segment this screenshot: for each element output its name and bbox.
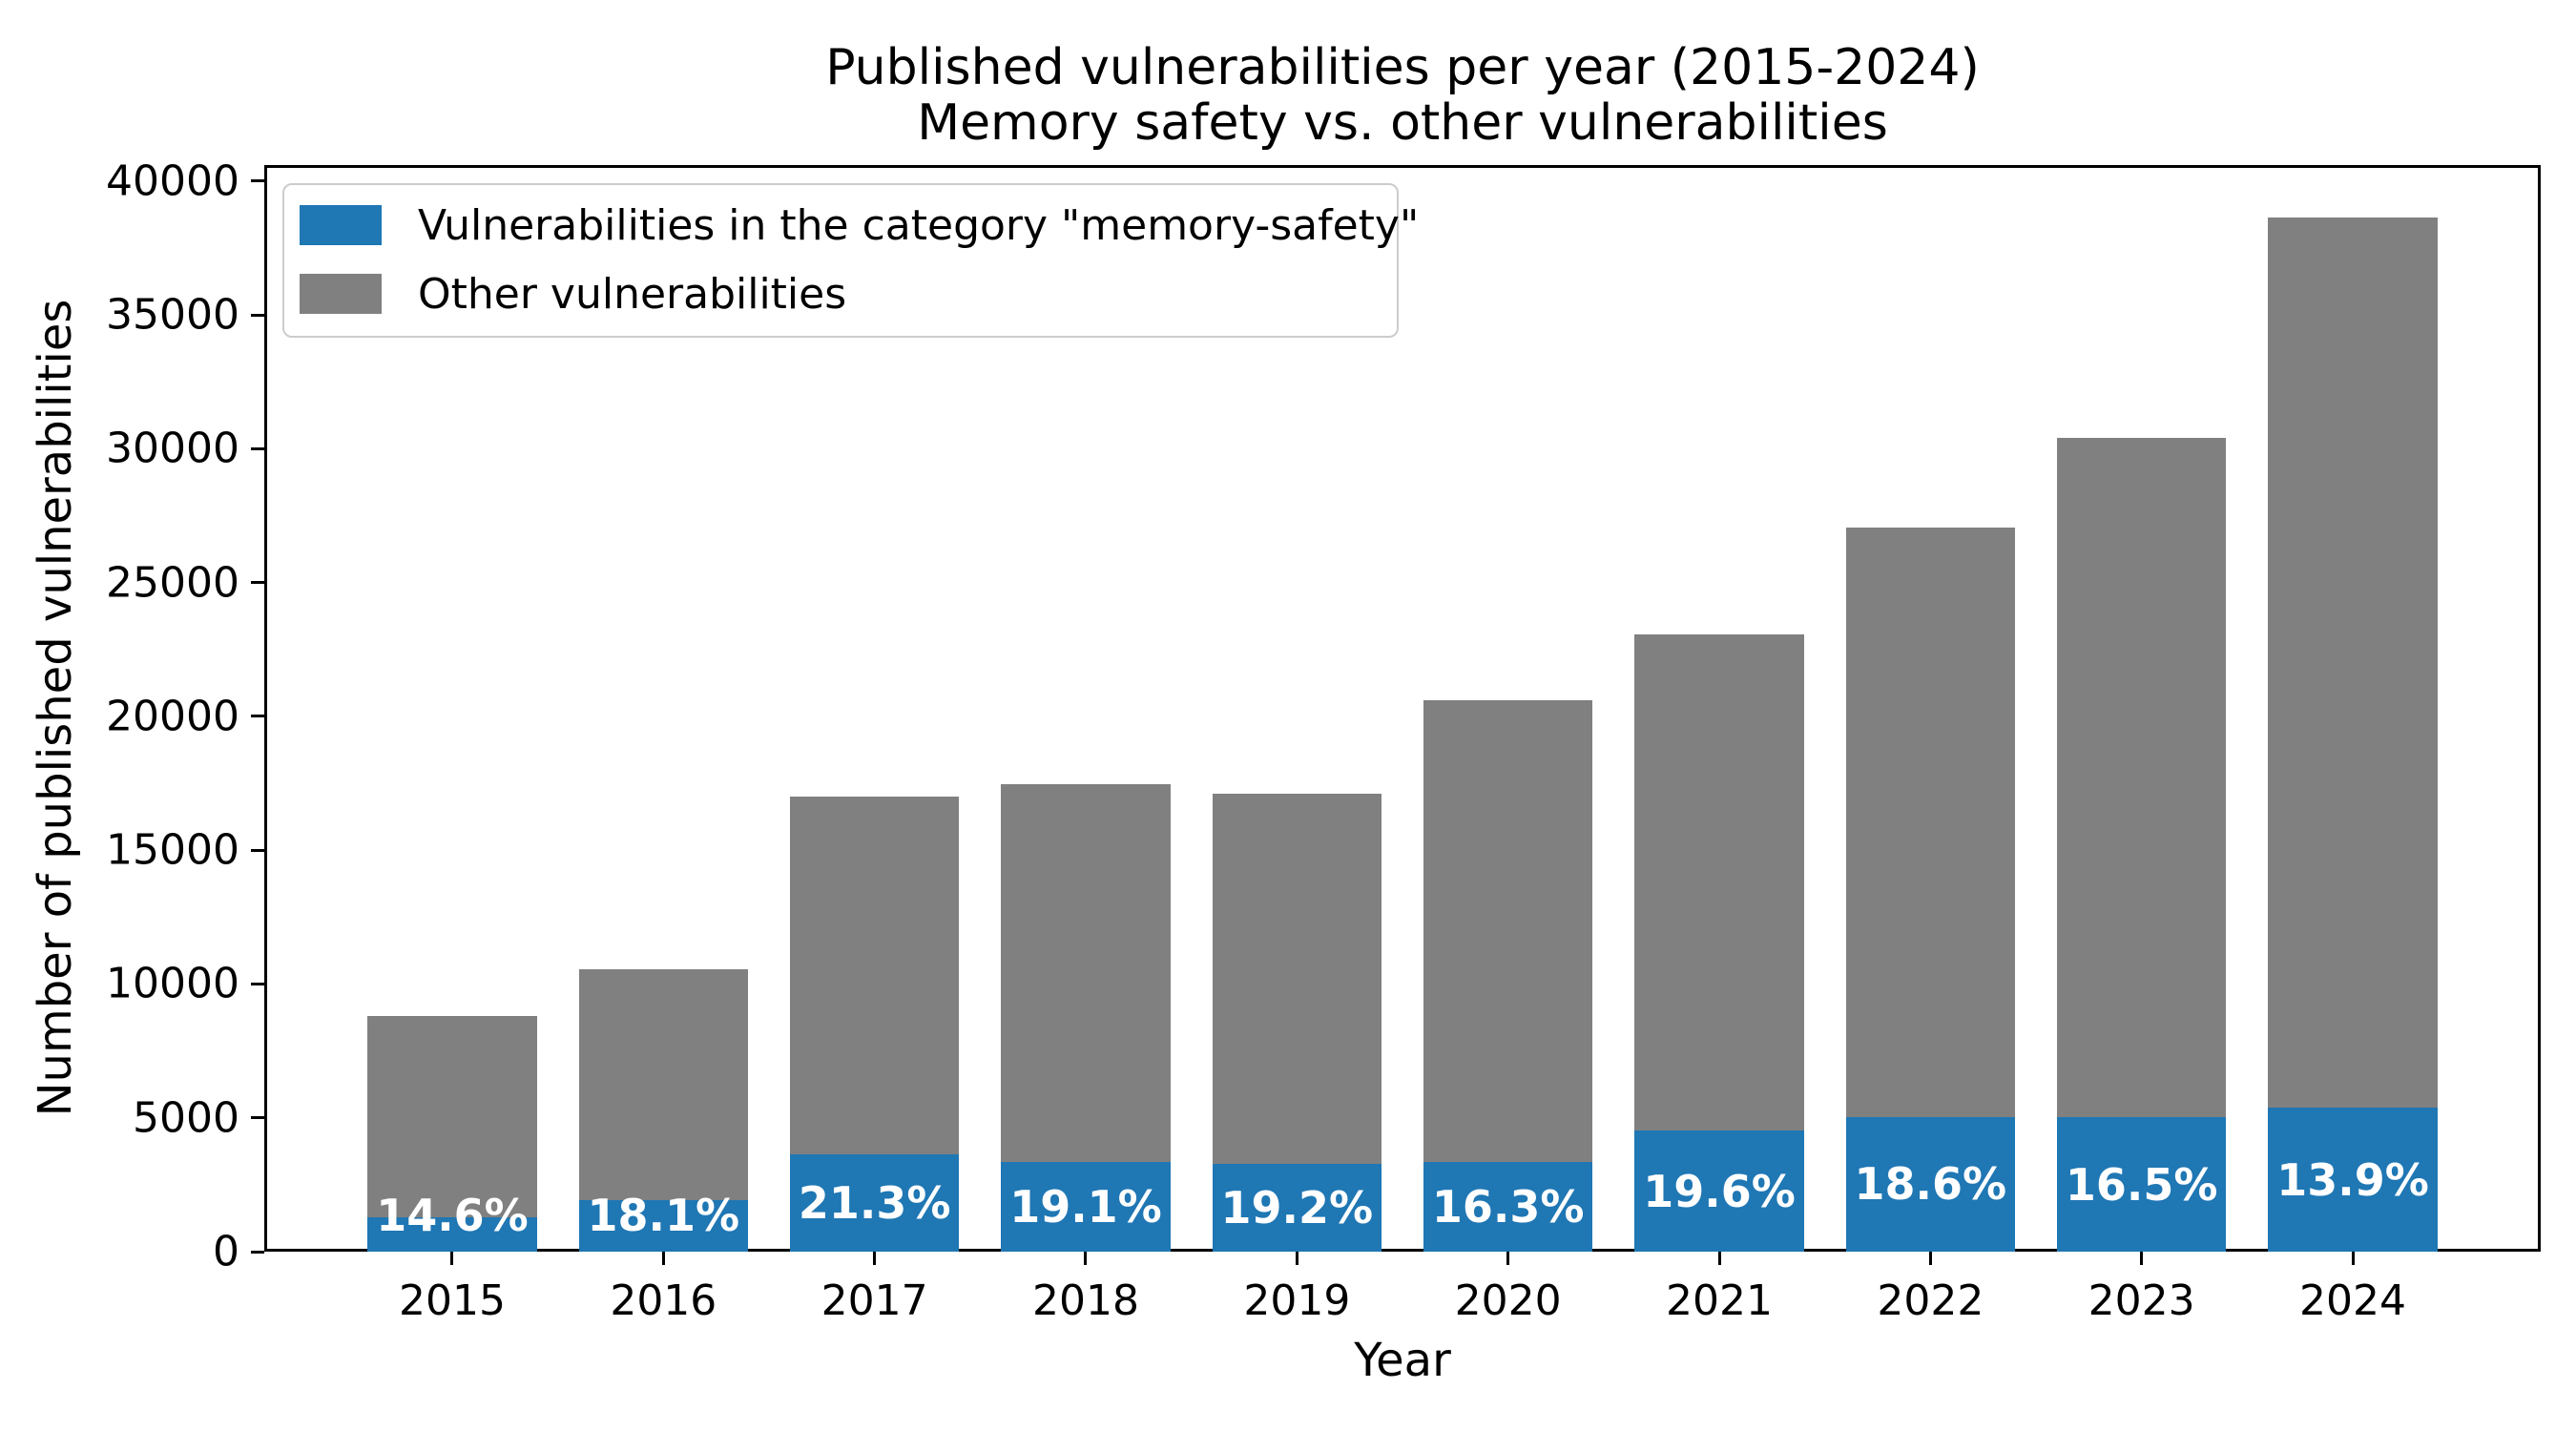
y-tick-label-30000: 30000 xyxy=(106,424,239,473)
bar-other-2022 xyxy=(1845,528,2015,1117)
bar-other-2021 xyxy=(1634,634,1804,1131)
legend-swatch-memory-safety xyxy=(300,205,382,245)
bar-percent-label-2020: 16.3% xyxy=(1431,1180,1585,1233)
bar-percent-label-2024: 13.9% xyxy=(2276,1153,2429,1206)
bar-memory-safety-2016 xyxy=(578,1200,748,1252)
x-tick-label-2022: 2022 xyxy=(1877,1276,1984,1325)
bar-percent-label-2018: 19.1% xyxy=(1009,1181,1162,1234)
bar-percent-label-2019: 19.2% xyxy=(1220,1181,1374,1234)
chart-title-line2: Memory safety vs. other vulnerabilities xyxy=(917,94,1888,152)
x-tick-2018 xyxy=(1084,1252,1088,1265)
x-tick-label-2016: 2016 xyxy=(610,1276,717,1325)
bar-percent-label-2016: 18.1% xyxy=(587,1190,740,1241)
x-tick-2017 xyxy=(873,1252,877,1265)
bar-memory-safety-2018 xyxy=(1001,1162,1171,1252)
y-tick-20000 xyxy=(251,715,264,718)
bar-memory-safety-2019 xyxy=(1212,1163,1381,1252)
bar-percent-label-2015: 14.6% xyxy=(376,1190,529,1241)
bar-other-2020 xyxy=(1423,700,1593,1162)
bar-memory-safety-2022 xyxy=(1845,1116,2015,1252)
x-tick-2024 xyxy=(2351,1252,2355,1265)
bar-other-2019 xyxy=(1212,794,1381,1164)
bar-other-2017 xyxy=(790,797,960,1155)
x-tick-label-2017: 2017 xyxy=(821,1276,928,1325)
y-tick-30000 xyxy=(251,446,264,450)
y-tick-label-25000: 25000 xyxy=(106,558,239,608)
x-tick-2021 xyxy=(1717,1252,1721,1265)
bar-memory-safety-2021 xyxy=(1634,1130,1804,1252)
legend-item-other: Other vulnerabilities xyxy=(300,265,846,322)
legend-label-other: Other vulnerabilities xyxy=(418,269,847,319)
x-tick-label-2019: 2019 xyxy=(1243,1276,1351,1325)
x-tick-2023 xyxy=(2140,1252,2144,1265)
y-tick-label-15000: 15000 xyxy=(106,825,239,875)
legend-box: Vulnerabilities in the category "memory-… xyxy=(282,183,1419,338)
x-tick-label-2024: 2024 xyxy=(2299,1276,2406,1325)
y-tick-10000 xyxy=(251,982,264,985)
bar-percent-label-2023: 16.5% xyxy=(2065,1158,2218,1211)
legend-label-memory-safety: Vulnerabilities in the category "memory-… xyxy=(418,200,1420,250)
y-tick-40000 xyxy=(251,179,264,183)
x-tick-2019 xyxy=(1295,1252,1298,1265)
y-tick-label-20000: 20000 xyxy=(106,692,239,741)
bar-memory-safety-2024 xyxy=(2268,1108,2438,1252)
x-tick-2015 xyxy=(450,1252,454,1265)
bar-percent-label-2017: 21.3% xyxy=(798,1177,951,1230)
bar-other-2018 xyxy=(1001,784,1171,1163)
y-tick-25000 xyxy=(251,581,264,585)
bar-memory-safety-2015 xyxy=(367,1216,537,1252)
bar-other-2023 xyxy=(2057,438,2227,1118)
x-tick-label-2023: 2023 xyxy=(2088,1276,2195,1325)
bar-other-2015 xyxy=(367,1016,537,1217)
y-tick-label-5000: 5000 xyxy=(133,1093,239,1143)
chart-title-line1: Published vulnerabilities per year (2015… xyxy=(825,39,1980,96)
y-tick-35000 xyxy=(251,313,264,317)
x-tick-label-2020: 2020 xyxy=(1454,1276,1562,1325)
x-tick-label-2021: 2021 xyxy=(1666,1276,1773,1325)
x-tick-label-2018: 2018 xyxy=(1031,1276,1139,1325)
bar-memory-safety-2020 xyxy=(1423,1161,1593,1252)
y-tick-label-0: 0 xyxy=(213,1227,239,1276)
x-tick-label-2015: 2015 xyxy=(398,1276,506,1325)
bar-percent-label-2022: 18.6% xyxy=(1854,1158,2007,1211)
bar-other-2024 xyxy=(2268,217,2438,1109)
bar-memory-safety-2023 xyxy=(2057,1117,2227,1252)
bar-other-2016 xyxy=(578,969,748,1201)
x-tick-2016 xyxy=(661,1252,665,1265)
y-tick-15000 xyxy=(251,848,264,852)
legend-swatch-other xyxy=(300,274,382,314)
bar-memory-safety-2017 xyxy=(790,1154,960,1252)
x-tick-2020 xyxy=(1506,1252,1510,1265)
x-axis-label: Year xyxy=(1354,1334,1451,1387)
y-tick-0 xyxy=(251,1250,264,1254)
y-tick-label-10000: 10000 xyxy=(106,959,239,1008)
bar-percent-label-2021: 19.6% xyxy=(1643,1165,1796,1217)
y-tick-label-40000: 40000 xyxy=(106,156,239,206)
x-tick-2022 xyxy=(1928,1252,1932,1265)
y-tick-label-35000: 35000 xyxy=(106,290,239,340)
legend-item-memory-safety: Vulnerabilities in the category "memory-… xyxy=(300,197,1419,254)
y-tick-5000 xyxy=(251,1116,264,1120)
